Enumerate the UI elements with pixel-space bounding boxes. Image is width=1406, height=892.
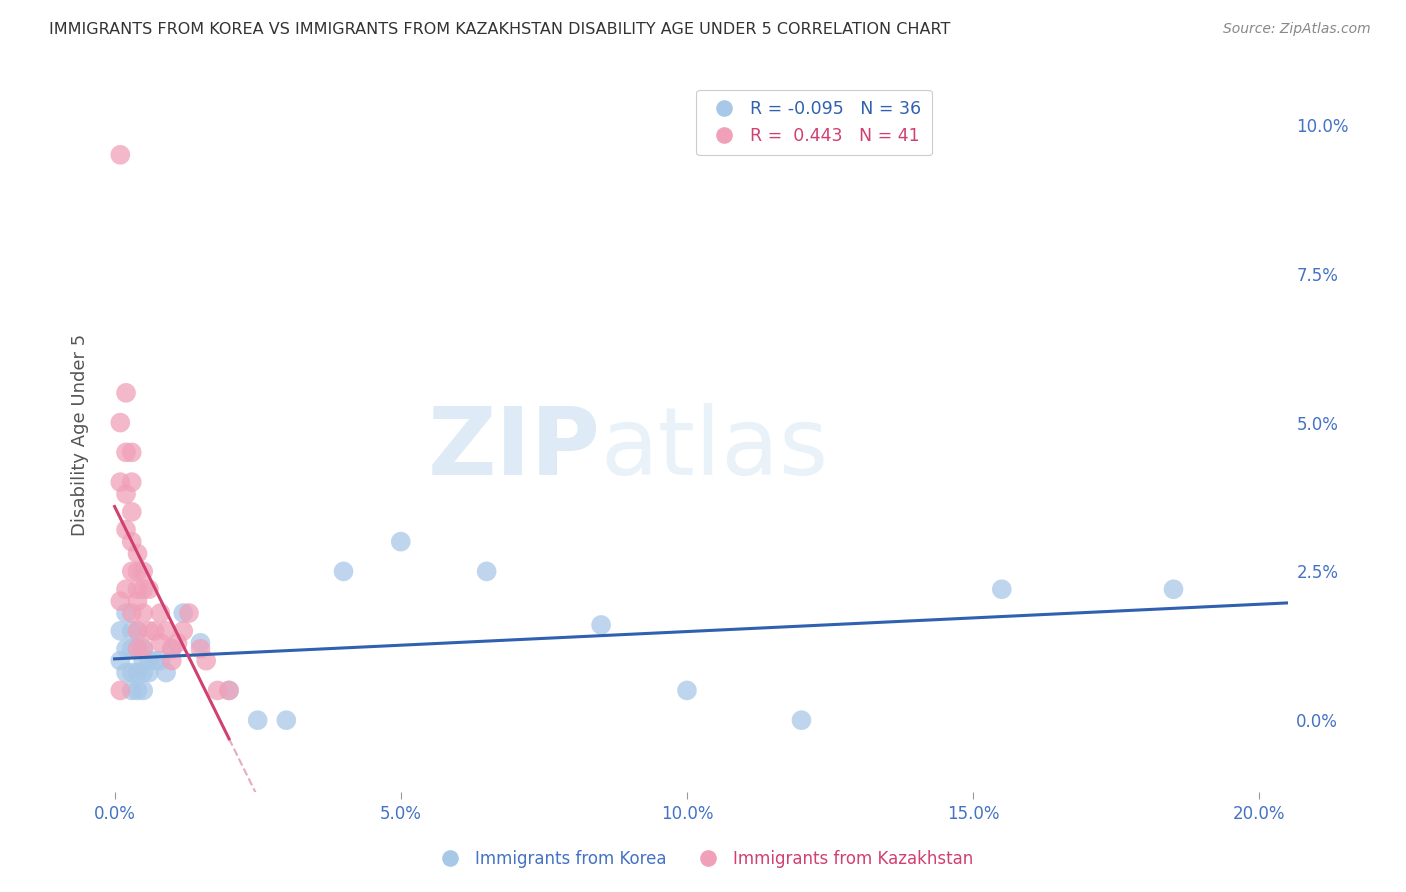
Point	[190, 641, 212, 656]
Point	[127, 565, 149, 579]
Point	[121, 641, 143, 656]
Point	[149, 636, 172, 650]
Point	[127, 683, 149, 698]
Point	[127, 665, 149, 680]
Point	[127, 624, 149, 638]
Point	[172, 606, 194, 620]
Text: IMMIGRANTS FROM KOREA VS IMMIGRANTS FROM KAZAKHSTAN DISABILITY AGE UNDER 5 CORRE: IMMIGRANTS FROM KOREA VS IMMIGRANTS FROM…	[49, 22, 950, 37]
Point	[121, 475, 143, 489]
Point	[332, 565, 354, 579]
Point	[1163, 582, 1185, 597]
Point	[207, 683, 229, 698]
Point	[143, 624, 166, 638]
Point	[132, 641, 155, 656]
Y-axis label: Disability Age Under 5: Disability Age Under 5	[72, 334, 89, 535]
Point	[190, 636, 212, 650]
Point	[110, 148, 132, 162]
Point	[132, 654, 155, 668]
Point	[115, 582, 138, 597]
Point	[127, 547, 149, 561]
Point	[127, 624, 149, 638]
Point	[591, 618, 613, 632]
Point	[195, 654, 218, 668]
Point	[132, 683, 155, 698]
Point	[127, 641, 149, 656]
Point	[115, 606, 138, 620]
Legend: Immigrants from Korea, Immigrants from Kazakhstan: Immigrants from Korea, Immigrants from K…	[426, 844, 980, 875]
Point	[121, 683, 143, 698]
Point	[115, 665, 138, 680]
Point	[218, 683, 240, 698]
Text: ZIP: ZIP	[427, 403, 600, 495]
Point	[110, 624, 132, 638]
Point	[132, 606, 155, 620]
Point	[115, 523, 138, 537]
Point	[475, 565, 498, 579]
Point	[121, 445, 143, 459]
Point	[110, 683, 132, 698]
Point	[138, 624, 160, 638]
Point	[246, 713, 269, 727]
Point	[110, 416, 132, 430]
Point	[155, 665, 177, 680]
Point	[138, 654, 160, 668]
Text: Source: ZipAtlas.com: Source: ZipAtlas.com	[1223, 22, 1371, 37]
Point	[160, 654, 183, 668]
Point	[149, 654, 172, 668]
Point	[138, 665, 160, 680]
Point	[149, 606, 172, 620]
Point	[177, 606, 200, 620]
Point	[127, 582, 149, 597]
Point	[143, 654, 166, 668]
Point	[127, 594, 149, 608]
Point	[160, 641, 183, 656]
Point	[110, 475, 132, 489]
Point	[138, 582, 160, 597]
Point	[121, 505, 143, 519]
Point	[160, 641, 183, 656]
Text: atlas: atlas	[600, 403, 830, 495]
Point	[132, 641, 155, 656]
Point	[115, 487, 138, 501]
Point	[115, 385, 138, 400]
Point	[132, 582, 155, 597]
Point	[121, 624, 143, 638]
Point	[121, 534, 143, 549]
Point	[110, 594, 132, 608]
Point	[127, 641, 149, 656]
Point	[166, 636, 188, 650]
Point	[389, 534, 412, 549]
Point	[218, 683, 240, 698]
Point	[132, 565, 155, 579]
Point	[676, 683, 699, 698]
Point	[790, 713, 813, 727]
Point	[172, 624, 194, 638]
Point	[121, 606, 143, 620]
Point	[121, 565, 143, 579]
Point	[121, 665, 143, 680]
Legend: R = -0.095   N = 36, R =  0.443   N = 41: R = -0.095 N = 36, R = 0.443 N = 41	[696, 90, 932, 155]
Point	[132, 665, 155, 680]
Point	[991, 582, 1014, 597]
Point	[115, 445, 138, 459]
Point	[155, 624, 177, 638]
Point	[115, 641, 138, 656]
Point	[276, 713, 298, 727]
Point	[110, 654, 132, 668]
